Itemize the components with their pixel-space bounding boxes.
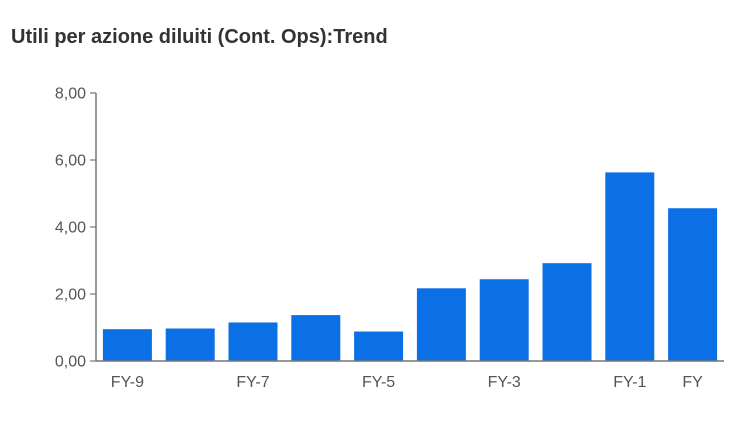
bar-fy-4	[416, 288, 466, 361]
y-axis-ticks: 0,00 2,00 4,00 6,00 8,00	[55, 86, 96, 371]
y-tick-label: 8,00	[55, 86, 86, 103]
bar-fy-9	[102, 329, 152, 361]
x-tick-label: FY-3	[488, 374, 521, 391]
x-axis-ticks: FY-9 FY-7 FY-5 FY-3 FY-1 FY	[111, 374, 703, 391]
x-tick-label: FY-1	[613, 374, 646, 391]
bar-fy	[668, 208, 718, 361]
x-tick-label: FY-5	[362, 374, 395, 391]
chart-title: Utili per azione diluiti (Cont. Ops):Tre…	[11, 26, 388, 48]
bar-fy-3	[479, 279, 529, 361]
y-tick-label: 0,00	[55, 354, 86, 371]
bars	[102, 172, 718, 361]
bar-fy-7	[228, 322, 278, 361]
y-tick-label: 4,00	[55, 220, 86, 237]
bar-fy-5	[354, 331, 404, 361]
x-tick-label: FY	[682, 374, 703, 391]
y-tick-label: 6,00	[55, 153, 86, 170]
bar-fy-6	[291, 315, 341, 361]
y-tick-label: 2,00	[55, 287, 86, 304]
bar-fy-2	[542, 263, 592, 361]
x-tick-label: FY-7	[236, 374, 269, 391]
bar-fy-1	[605, 172, 655, 361]
bar-fy-8	[165, 328, 215, 361]
x-tick-label: FY-9	[111, 374, 144, 391]
